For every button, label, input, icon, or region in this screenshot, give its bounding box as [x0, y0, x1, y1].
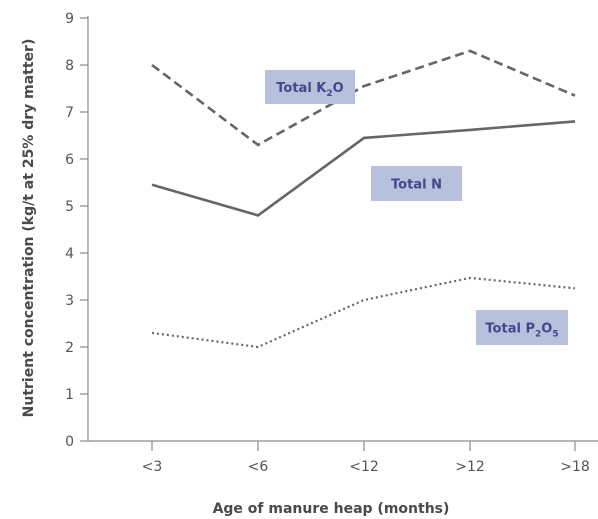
series-line-3 — [151, 276, 576, 349]
y-tick-label: 1 — [65, 387, 74, 403]
series-lines — [151, 49, 576, 349]
x-tick-label: <3 — [142, 459, 163, 475]
series-label-box-1 — [265, 70, 355, 104]
series-line-2 — [151, 120, 576, 217]
series-label-2: Total N — [391, 178, 442, 193]
y-axis-ticks: 0 1 2 3 4 5 6 7 8 9 — [65, 11, 88, 450]
series-labels: Total K2O Total N Total P2O5 — [265, 70, 568, 345]
x-tick-label: <6 — [248, 459, 269, 475]
y-tick-label: 0 — [65, 434, 74, 450]
series-label-3: Total P2O5 — [485, 322, 558, 340]
x-axis-title: Age of manure heap (months) — [213, 501, 450, 517]
x-tick-label: >12 — [455, 459, 485, 475]
series-label-box-2 — [371, 166, 462, 201]
y-tick-label: 7 — [65, 105, 74, 121]
y-tick-label: 6 — [65, 152, 74, 168]
y-tick-label: 5 — [65, 199, 74, 215]
series-label-box-3 — [476, 310, 568, 345]
x-tick-label: >18 — [560, 459, 590, 475]
y-axis-title: Nutrient concentration (kg/t at 25% dry … — [21, 39, 37, 418]
y-tick-label: 4 — [65, 246, 74, 262]
y-tick-label: 8 — [65, 58, 74, 74]
x-tick-label: <12 — [349, 459, 379, 475]
series-line-1 — [151, 49, 576, 147]
series-label-1: Total K2O — [276, 81, 343, 99]
y-tick-label: 9 — [65, 11, 74, 27]
y-tick-label: 2 — [65, 340, 74, 356]
x-axis-ticks: <3 <6 <12 >12 >18 — [142, 441, 590, 475]
y-tick-label: 3 — [65, 293, 74, 309]
axes — [87, 16, 598, 442]
